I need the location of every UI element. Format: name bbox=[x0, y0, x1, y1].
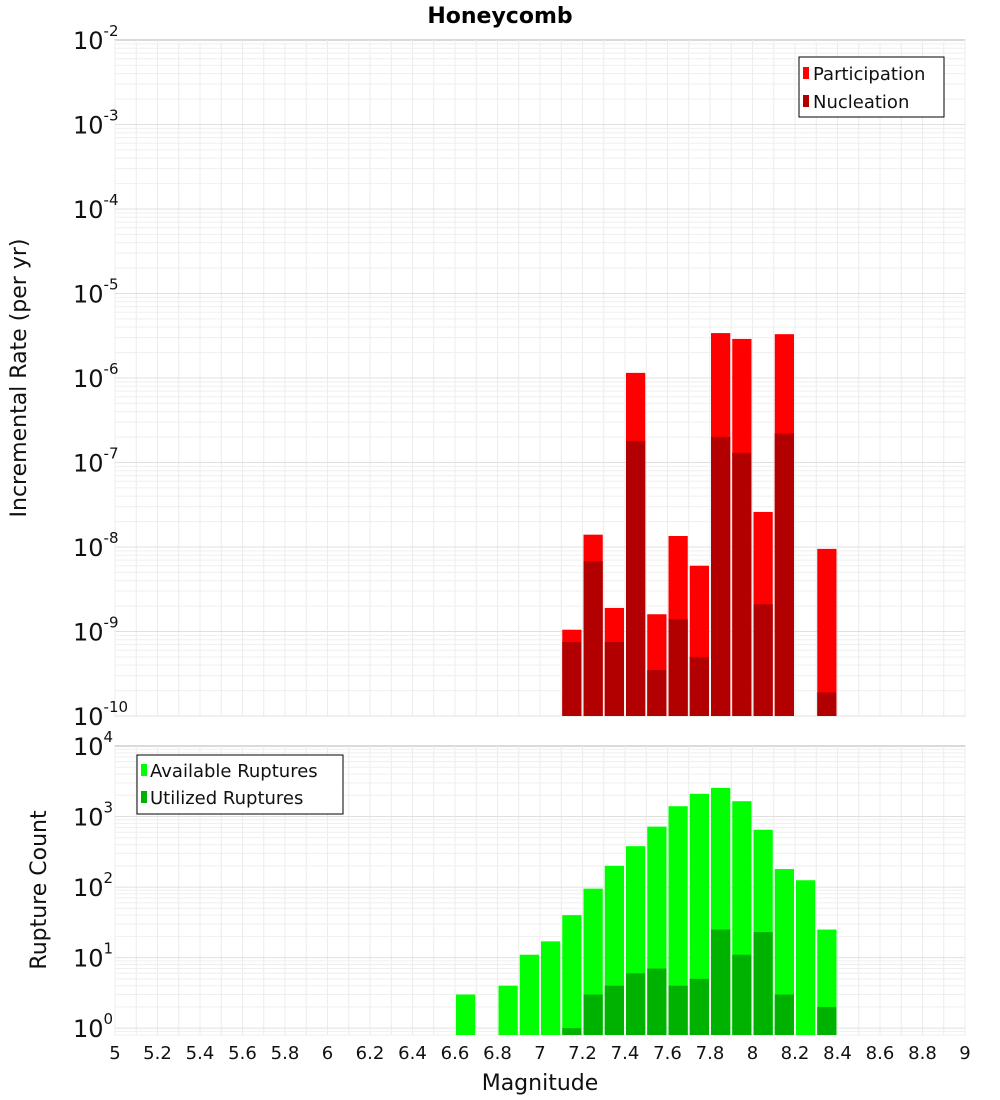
legend-swatch-nucleation bbox=[803, 95, 809, 107]
x-tick-label: 6.4 bbox=[398, 1043, 427, 1064]
legend-label-available: Available Ruptures bbox=[150, 761, 318, 782]
bottom-bar-utilized-ruptures bbox=[647, 968, 667, 1035]
x-tick-label: 5.6 bbox=[228, 1043, 257, 1064]
bottom-bar-utilized-ruptures bbox=[753, 932, 773, 1035]
top-bar-nucleation bbox=[604, 642, 624, 716]
top-bar-nucleation bbox=[562, 642, 582, 716]
bottom-bar-utilized-ruptures bbox=[689, 978, 709, 1035]
x-tick-label: 5.4 bbox=[186, 1043, 215, 1064]
bottom-bar-utilized-ruptures bbox=[604, 985, 624, 1035]
top-panel: 10-10 10-9 10-8 10-7 10-6 10-5 10-4 10-3 10-2 In… bbox=[7, 22, 966, 731]
bottom-legend: Available Ruptures Utilized Ruptures bbox=[136, 754, 344, 815]
top-y-tick-label: 10-8 bbox=[73, 529, 119, 562]
x-tick-label: 5 bbox=[109, 1043, 120, 1064]
top-legend: Participation Nucleation bbox=[798, 56, 945, 118]
top-bar-nucleation bbox=[817, 692, 837, 716]
legend-label-utilized: Utilized Ruptures bbox=[150, 788, 303, 809]
bottom-bar-available-ruptures bbox=[562, 915, 582, 1035]
bottom-bar-utilized-ruptures bbox=[668, 985, 688, 1035]
x-tick-label: 8.8 bbox=[908, 1043, 937, 1064]
x-tick-label: 9 bbox=[959, 1043, 970, 1064]
bottom-bar-utilized-ruptures bbox=[562, 1028, 582, 1035]
bottom-bar-available-ruptures bbox=[796, 880, 816, 1035]
top-y-tick-label: 10-5 bbox=[73, 276, 119, 309]
bottom-panel: 100 101 102 103 104 5 5.2 5.4 5.6 5.8 6 6.2 6.4 6.6 6… bbox=[27, 728, 971, 1096]
x-tick-label: 7.6 bbox=[653, 1043, 682, 1064]
bottom-y-tick-label: 103 bbox=[73, 799, 113, 832]
x-tick-label: 8.2 bbox=[781, 1043, 810, 1064]
top-y-tick-label: 10-3 bbox=[73, 107, 119, 140]
top-bar-nucleation bbox=[753, 604, 773, 716]
legend-swatch-participation bbox=[803, 67, 809, 79]
x-tick-label: 7.2 bbox=[568, 1043, 597, 1064]
bottom-bar-available-ruptures bbox=[668, 806, 688, 1035]
bottom-bar-available-ruptures bbox=[689, 793, 709, 1035]
x-tick-labels: 5 5.2 5.4 5.6 5.8 6 6.2 6.4 6.6 6.8 7 7.2 7.4 7.6 7.8 8… bbox=[109, 1043, 970, 1064]
x-tick-label: 6 bbox=[322, 1043, 333, 1064]
top-bars bbox=[562, 333, 837, 716]
bottom-bar-available-ruptures bbox=[519, 954, 539, 1035]
top-y-tick-label: 10-2 bbox=[73, 22, 119, 55]
legend-swatch-available bbox=[141, 764, 147, 776]
top-y-tick-label: 10-4 bbox=[73, 191, 119, 224]
bottom-y-tick-label: 101 bbox=[73, 940, 113, 973]
bottom-y-axis-label: Rupture Count bbox=[27, 810, 52, 970]
bottom-bar-available-ruptures bbox=[541, 941, 561, 1035]
bottom-bar-utilized-ruptures bbox=[583, 994, 603, 1035]
x-axis-label: Magnitude bbox=[482, 1071, 599, 1096]
top-bar-nucleation bbox=[647, 670, 667, 716]
chart-title: Honeycomb bbox=[427, 4, 572, 29]
legend-swatch-utilized bbox=[141, 791, 147, 803]
top-y-tick-label: 10-7 bbox=[73, 445, 119, 478]
top-y-tick-labels: 10-10 10-9 10-8 10-7 10-6 10-5 10-4 10-3 10-2 bbox=[73, 22, 128, 731]
top-bar-nucleation bbox=[774, 433, 794, 716]
top-gridlines bbox=[114, 40, 966, 717]
bottom-legend-box bbox=[136, 754, 344, 815]
bottom-bar-available-ruptures bbox=[498, 985, 518, 1035]
top-bar-nucleation bbox=[583, 561, 603, 716]
top-bar-nucleation bbox=[689, 656, 709, 716]
bottom-y-tick-label: 100 bbox=[73, 1010, 113, 1043]
bottom-y-tick-labels: 100 101 102 103 104 bbox=[73, 728, 113, 1043]
x-tick-label: 7.8 bbox=[696, 1043, 725, 1064]
bottom-bar-utilized-ruptures bbox=[817, 1006, 837, 1035]
bottom-bar-utilized-ruptures bbox=[626, 973, 646, 1035]
legend-label-nucleation: Nucleation bbox=[813, 92, 909, 113]
x-tick-label: 8 bbox=[747, 1043, 758, 1064]
x-tick-label: 7 bbox=[534, 1043, 545, 1064]
x-tick-label: 8.4 bbox=[823, 1043, 852, 1064]
top-bar-nucleation bbox=[668, 619, 688, 716]
top-y-tick-label: 10-6 bbox=[73, 360, 119, 393]
x-tick-label: 5.2 bbox=[143, 1043, 172, 1064]
bottom-bar-utilized-ruptures bbox=[774, 994, 794, 1035]
bottom-y-tick-label: 102 bbox=[73, 869, 113, 902]
bottom-y-tick-label: 104 bbox=[73, 728, 113, 761]
x-tick-label: 6.8 bbox=[483, 1043, 512, 1064]
bottom-bar-utilized-ruptures bbox=[711, 929, 731, 1035]
x-tick-label: 6.6 bbox=[441, 1043, 470, 1064]
bottom-gridlines bbox=[114, 746, 966, 1036]
x-tick-label: 8.6 bbox=[866, 1043, 895, 1064]
bottom-bar-available-ruptures bbox=[774, 869, 794, 1035]
x-tick-label: 6.2 bbox=[356, 1043, 385, 1064]
top-legend-box bbox=[798, 56, 945, 118]
bottom-bar-utilized-ruptures bbox=[732, 954, 752, 1035]
x-tick-label: 7.4 bbox=[611, 1043, 640, 1064]
top-bar-participation bbox=[817, 548, 837, 716]
top-y-axis-label: Incremental Rate (per yr) bbox=[7, 239, 32, 518]
bottom-bar-available-ruptures bbox=[456, 994, 476, 1035]
top-y-tick-label: 10-10 bbox=[73, 698, 128, 731]
x-tick-label: 5.8 bbox=[271, 1043, 300, 1064]
top-bar-nucleation bbox=[732, 452, 752, 716]
legend-label-participation: Participation bbox=[813, 64, 925, 85]
bottom-bars bbox=[456, 787, 837, 1035]
top-y-tick-label: 10-9 bbox=[73, 614, 119, 647]
top-bar-nucleation bbox=[626, 440, 646, 716]
top-bar-nucleation bbox=[711, 437, 731, 716]
